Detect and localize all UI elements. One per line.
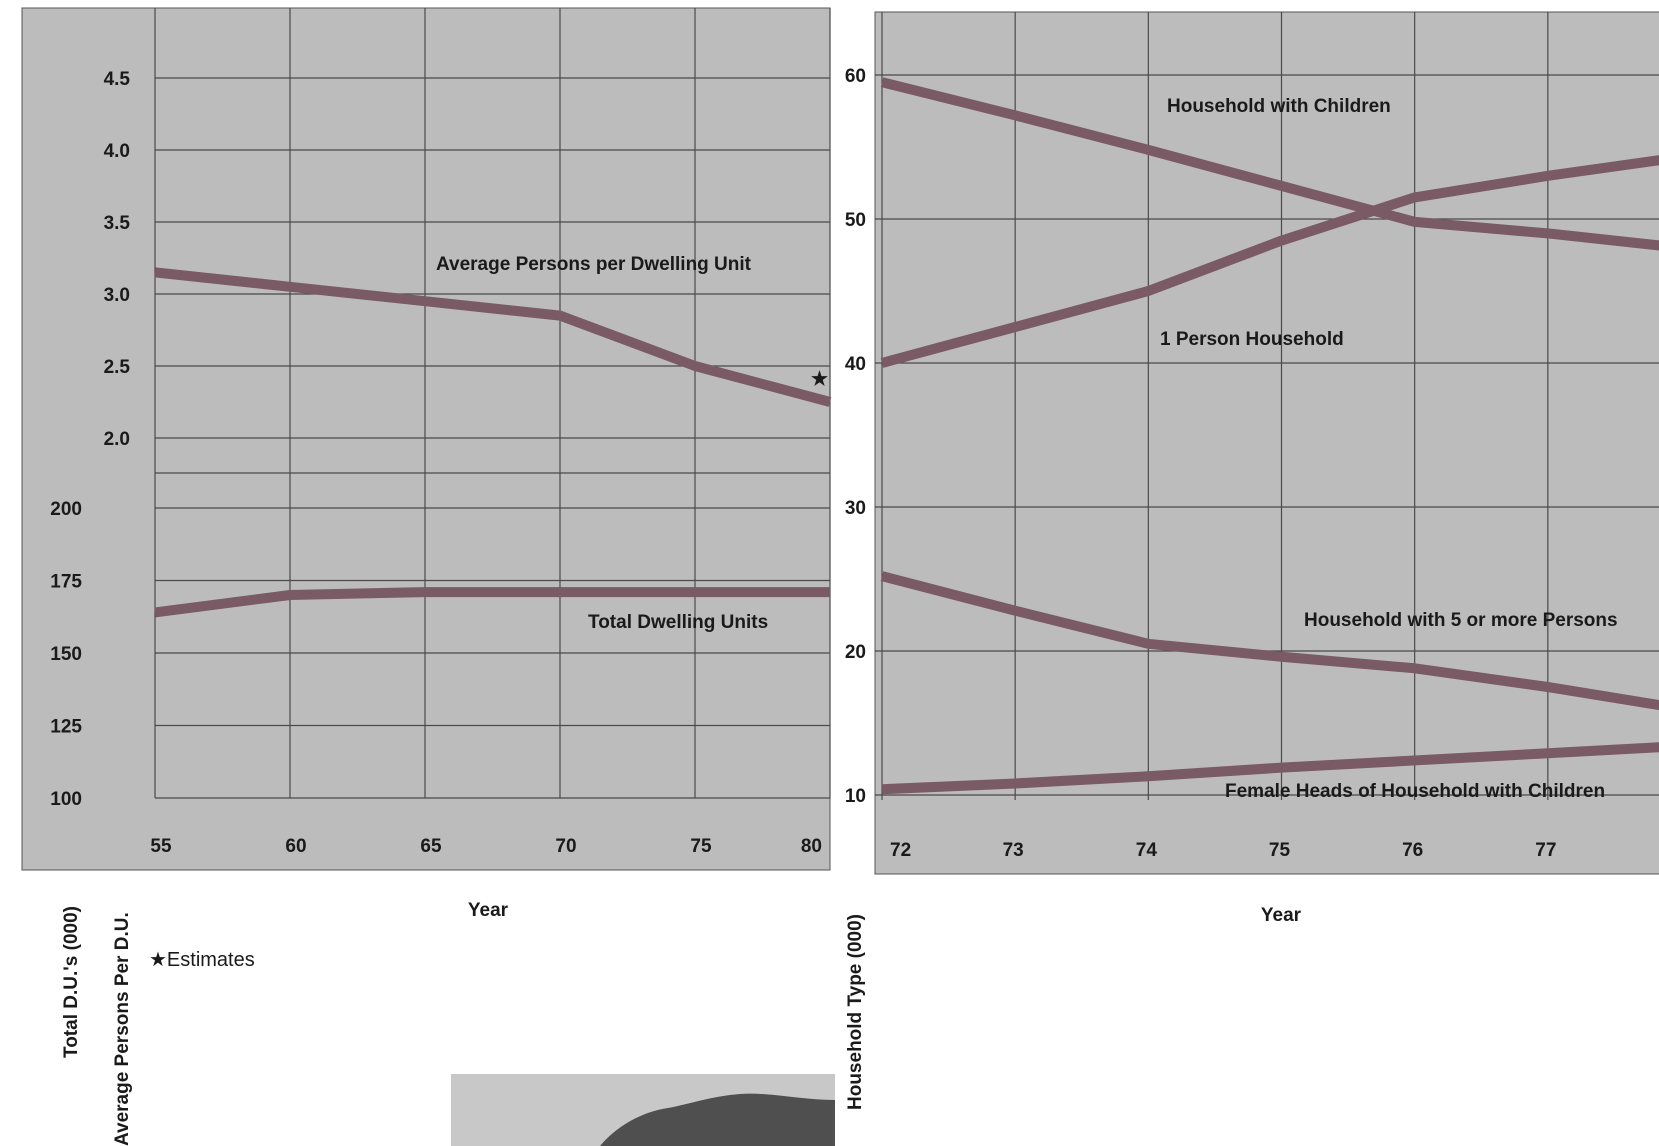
right-chart-y-ticks: 10 20 30 40 50 60: [845, 66, 866, 807]
x-tick-label: 72: [890, 840, 911, 861]
y-tick-label: 20: [845, 642, 866, 663]
y-tick-label: 30: [845, 498, 866, 519]
x-tick-label: 60: [285, 836, 306, 857]
x-tick-label: 55: [150, 836, 172, 857]
y-tick-label: 10: [845, 786, 866, 807]
x-tick-label: 76: [1402, 840, 1423, 861]
series-line: [880, 155, 1659, 368]
y-tick-label: 60: [845, 66, 866, 87]
y-tick-label: 125: [50, 717, 82, 738]
left-y-axis-title-avg-persons: Average Persons Per D.U.: [112, 912, 133, 1146]
series-label-household-5-or-more: Household with 5 or more Persons: [1304, 610, 1618, 631]
x-tick-label: 65: [420, 836, 442, 857]
series-line: [881, 742, 1659, 795]
left-chart-grid: [154, 8, 831, 799]
series-label-1-person-household: 1 Person Household: [1160, 329, 1344, 350]
series-line: [880, 77, 1659, 251]
x-tick-label: 75: [1269, 840, 1291, 861]
series-line: [880, 571, 1659, 711]
series-label-female-heads: Female Heads of Household with Children: [1225, 781, 1605, 802]
x-tick-label: 73: [1003, 840, 1024, 861]
y-tick-label: 40: [845, 354, 866, 375]
photo-fragment: [451, 1074, 835, 1146]
left-chart: 2.0 2.5 3.0 3.5 4.0 4.5 100 125 150 175 200 55 60 65…: [21, 7, 832, 1146]
y-tick-label: 2.5: [104, 357, 131, 378]
right-chart-x-ticks: 72737475767778: [890, 840, 1556, 861]
x-tick-label: 77: [1535, 840, 1556, 861]
series-line: [154, 267, 832, 407]
x-tick-label: 80: [801, 836, 822, 857]
estimates-note: ★Estimates: [149, 949, 255, 971]
left-x-axis-title: Year: [468, 900, 509, 921]
x-tick-label: 70: [555, 836, 576, 857]
left-chart-panel: [21, 7, 831, 871]
series-label-avg-persons: Average Persons per Dwelling Unit: [436, 254, 752, 275]
right-x-axis-title: Year: [1261, 905, 1302, 926]
x-tick-label: 74: [1136, 840, 1158, 861]
estimate-star-marker: ★: [811, 369, 828, 390]
left-y-axis-title-total-dus: Total D.U.'s (000): [61, 906, 82, 1058]
y-tick-label: 3.5: [104, 213, 131, 234]
y-tick-label: 50: [845, 210, 866, 231]
y-tick-label: 100: [50, 789, 82, 810]
left-chart-x-ticks: 55 60 65 70 75 80: [150, 836, 822, 857]
y-tick-label: 200: [50, 499, 82, 520]
left-chart-y-ticks: 2.0 2.5 3.0 3.5 4.0 4.5 100 125 150 175 200: [50, 69, 130, 810]
photo-foliage: [600, 1093, 835, 1146]
left-chart-lines: [154, 267, 832, 618]
right-y-axis-title: Household Type (000): [845, 914, 866, 1110]
right-chart-panel: [874, 11, 1659, 875]
y-tick-label: 150: [50, 644, 82, 665]
series-label-total-dwelling-units: Total Dwelling Units: [588, 612, 768, 633]
y-tick-label: 3.0: [104, 285, 130, 306]
right-chart-grid: [875, 12, 1659, 800]
y-tick-label: 2.0: [104, 429, 130, 450]
series-line: [154, 587, 830, 618]
series-label-household-with-children: Household with Children: [1167, 96, 1391, 117]
y-tick-label: 175: [50, 572, 82, 593]
right-chart-lines: [880, 77, 1659, 795]
x-tick-label: 75: [690, 836, 712, 857]
y-tick-label: 4.0: [104, 141, 130, 162]
y-tick-label: 4.5: [104, 69, 131, 90]
